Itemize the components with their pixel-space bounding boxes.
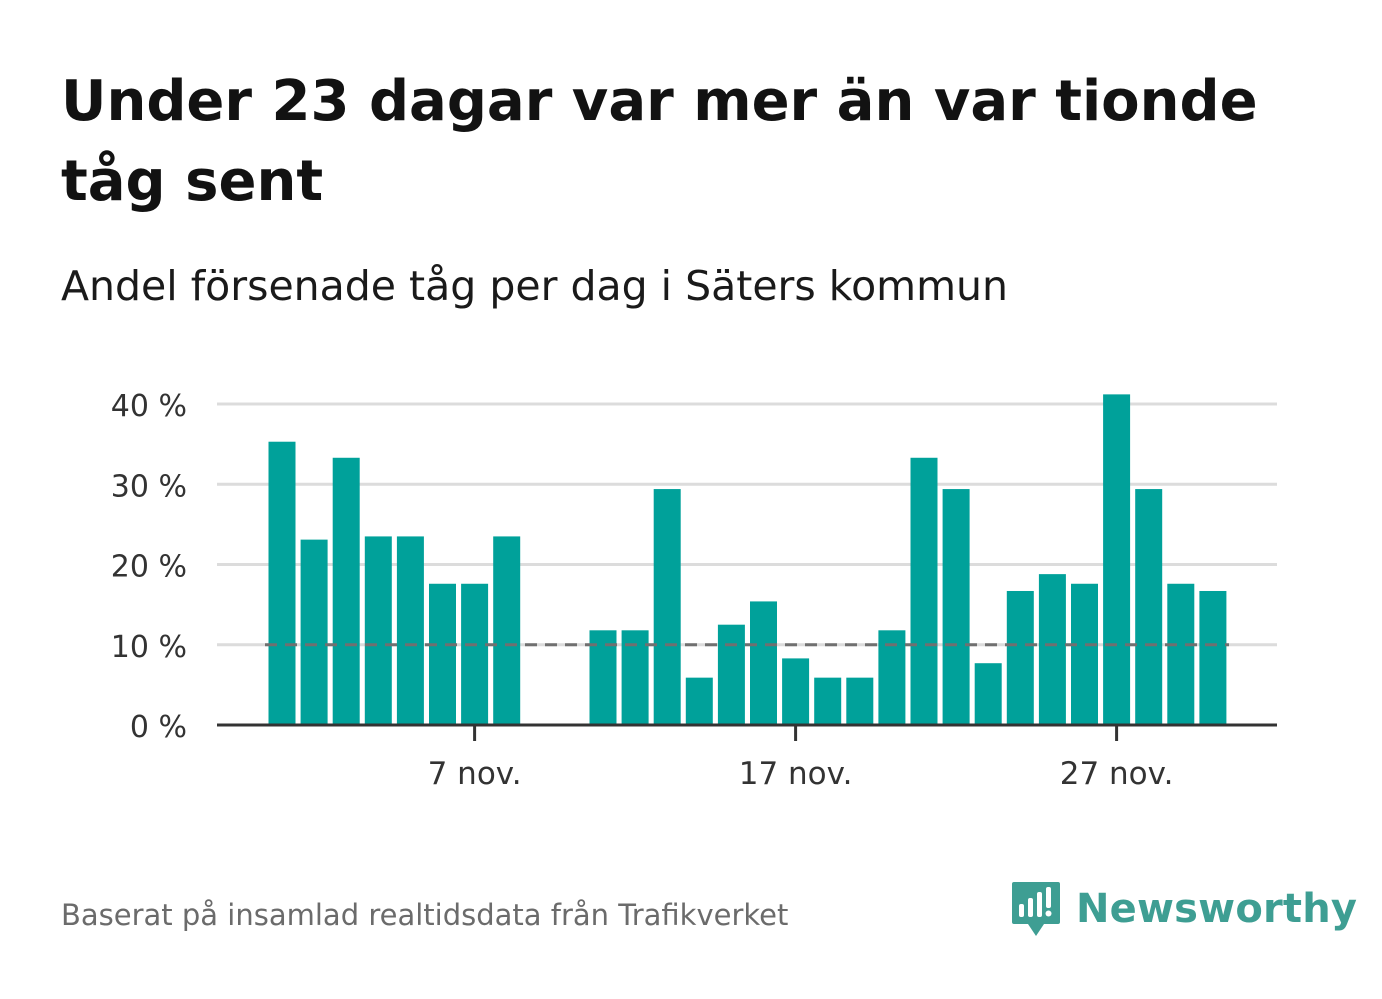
bar xyxy=(942,489,970,725)
bar xyxy=(782,658,810,725)
bar xyxy=(1103,394,1131,725)
brand-name: Newsworthy xyxy=(1076,886,1358,932)
bar xyxy=(750,601,777,725)
x-tick-label: 17 nov. xyxy=(739,756,853,792)
bar xyxy=(685,677,713,725)
bar xyxy=(268,441,296,725)
brand-logo: Newsworthy xyxy=(1010,876,1357,942)
x-tick-label: 7 nov. xyxy=(428,756,522,792)
bar xyxy=(1071,583,1098,725)
bar xyxy=(1199,590,1227,725)
bar xyxy=(653,489,681,725)
bar xyxy=(493,536,521,725)
source-note: Baserat på insamlad realtidsdata från Tr… xyxy=(61,898,789,932)
y-tick-label: 40 % xyxy=(111,389,187,424)
y-tick-label: 10 % xyxy=(111,630,187,665)
y-tick-label: 0 % xyxy=(130,710,187,745)
bar xyxy=(429,583,456,725)
bar-chart-speech-bubble-icon xyxy=(1012,882,1060,936)
chart-subtitle: Andel försenade tåg per dag i Säters kom… xyxy=(61,262,1009,310)
bar xyxy=(974,663,1002,725)
bar xyxy=(814,677,842,725)
bar xyxy=(1135,489,1163,725)
bar xyxy=(1167,583,1195,725)
bar xyxy=(332,457,360,725)
bar xyxy=(717,624,745,725)
bar xyxy=(300,539,328,725)
x-tick-label: 27 nov. xyxy=(1060,756,1174,792)
bar xyxy=(396,536,424,725)
bar xyxy=(1006,590,1034,725)
bar xyxy=(910,457,938,725)
chart-title: Under 23 dagar var mer än var tionde tåg… xyxy=(61,69,1258,214)
bar xyxy=(461,583,489,725)
bar xyxy=(364,536,392,725)
y-tick-label: 20 % xyxy=(111,550,187,585)
bar xyxy=(846,677,874,725)
y-tick-label: 30 % xyxy=(111,469,187,504)
bar xyxy=(1038,574,1066,725)
